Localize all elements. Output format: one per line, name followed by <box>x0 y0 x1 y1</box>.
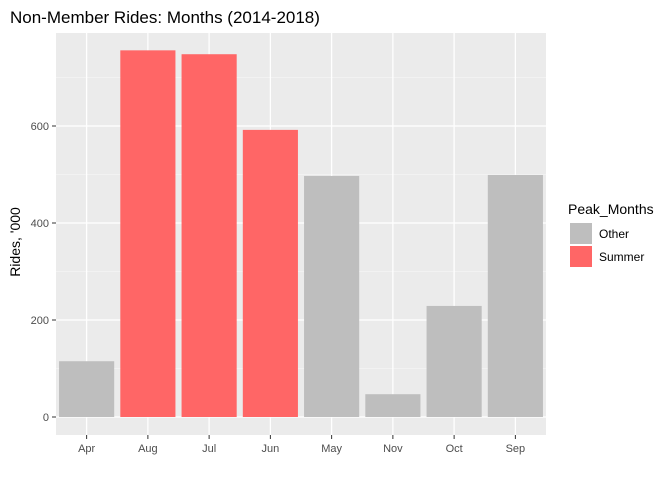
legend-label-summer: Summer <box>599 250 644 264</box>
x-tick-label: Jun <box>262 443 280 455</box>
x-tick-label: Nov <box>383 443 403 455</box>
x-tick-label: May <box>321 443 342 455</box>
x-tick-label: Aug <box>138 443 158 455</box>
bar-jun <box>242 129 298 417</box>
x-tick-label: Apr <box>78 443 95 455</box>
bar-oct <box>426 305 482 417</box>
x-tick-label: Jul <box>202 443 216 455</box>
bar-jul <box>181 54 237 417</box>
y-tick-label: 200 <box>31 315 49 327</box>
y-tick-label: 0 <box>43 412 49 424</box>
bar-nov <box>365 394 421 417</box>
bar-sep <box>487 174 543 417</box>
y-axis-title: Rides, '000 <box>7 207 23 277</box>
y-axis: 0 200 400 600 <box>31 121 56 424</box>
x-axis: Apr Aug Jul Jun May Nov Oct Sep <box>78 435 525 455</box>
legend: Peak_Months Other Summer <box>568 201 654 267</box>
bar-aug <box>120 50 176 418</box>
legend-key-summer <box>570 246 592 267</box>
y-tick-label: 400 <box>31 218 49 230</box>
x-tick-label: Oct <box>446 443 463 455</box>
bar-may <box>304 175 360 417</box>
y-tick-label: 600 <box>31 121 49 133</box>
legend-label-other: Other <box>599 227 629 241</box>
legend-title: Peak_Months <box>568 201 654 217</box>
bar-apr <box>59 361 115 417</box>
chart-title: Non-Member Rides: Months (2014-2018) <box>10 8 320 27</box>
x-tick-label: Sep <box>506 443 526 455</box>
bars-group <box>59 50 543 418</box>
legend-key-other <box>570 223 592 244</box>
